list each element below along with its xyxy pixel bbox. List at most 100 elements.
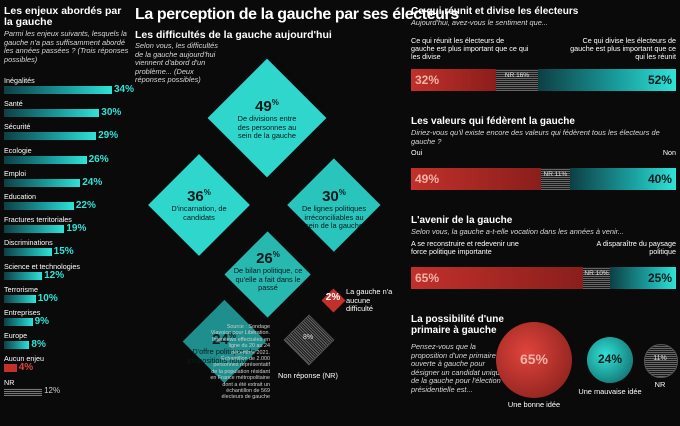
- issue-label: Entreprises: [4, 308, 41, 317]
- issue-label: Inégalités: [4, 76, 35, 85]
- primary-category-label: Une bonne idée: [507, 400, 561, 409]
- issue-bar-track: 29%: [4, 130, 132, 142]
- stack-value-label: NR 10%: [584, 270, 609, 277]
- stack-value-label: 32%: [415, 73, 440, 87]
- issue-row: Science et technologies 12%: [4, 261, 132, 281]
- issue-bar: [4, 294, 36, 303]
- issue-row: Inégalités 34%: [4, 76, 135, 95]
- stack-value-label: NR 11%: [543, 171, 568, 178]
- difficulty-value: 8%: [302, 334, 314, 341]
- issue-value-label: 22%: [75, 200, 96, 211]
- stack-value-label: 49%: [415, 172, 440, 186]
- difficulty-value: 24%: [212, 331, 236, 348]
- stack-segment: 52%: [538, 69, 676, 91]
- source-note: Source : Sondage Viavoice pour Libératio…: [210, 324, 270, 401]
- issue-bar: [4, 132, 97, 141]
- difficulty-label: De bilan politique, ce qu'elle a fait da…: [233, 266, 303, 293]
- stack-segment: 49%: [411, 168, 541, 190]
- issue-value-label: 30%: [101, 107, 122, 119]
- issue-bar: [4, 248, 52, 257]
- stack-segment: 32%: [411, 69, 496, 91]
- percent-sign: %: [272, 250, 280, 259]
- unity-left-option: Ce qui réunit les électeurs de gauche es…: [411, 36, 529, 62]
- future-question: Selon vous, la gauche a-t-elle vocation …: [411, 227, 624, 236]
- stack-value-label: 25%: [647, 271, 672, 285]
- difficulty-text: 26% De bilan politique, ce qu'elle a fait…: [232, 250, 304, 293]
- issue-value-label: 9%: [34, 316, 50, 327]
- issue-bar: [4, 225, 65, 234]
- issue-value-label: 34%: [114, 84, 135, 95]
- stack-segment: 40%: [569, 168, 676, 190]
- future-right-option: A disparaître du paysage politique: [596, 239, 676, 257]
- unity-right-option: Ce qui divise les électeurs de gauche es…: [570, 36, 676, 62]
- unity-title: Ce qui réunit et divise les électeurs: [411, 6, 579, 17]
- issue-label: Terrorisme: [4, 284, 38, 294]
- stack-value-label: NR 16%: [504, 72, 530, 79]
- issue-label: Sécurité: [4, 122, 31, 132]
- issue-value-label: 26%: [88, 153, 109, 165]
- issue-value-label: 15%: [53, 246, 74, 258]
- page-title: La perception de la gauche par ses élect…: [135, 6, 459, 23]
- issue-bar: [4, 271, 43, 280]
- difficulty-label: La gauche n'a aucune difficulté: [346, 287, 393, 314]
- future-left-option: A se reconstruire et redevenir une force…: [411, 239, 519, 257]
- primary-title: La possibilité d'une primaire à gauche: [411, 314, 504, 336]
- difficulty-label: De divisions entre des personnes au sein…: [237, 114, 297, 141]
- issue-label: Emploi: [4, 168, 26, 178]
- issue-bar-track: 24%: [4, 177, 132, 188]
- issue-value-label: 12%: [44, 385, 61, 395]
- issue-value-label: 19%: [66, 223, 87, 235]
- difficulty-text: 24% D'offre politique, de propositions no…: [186, 331, 262, 365]
- issue-row: Sécurité 29%: [4, 122, 132, 142]
- issue-label: Science et technologies: [4, 261, 80, 271]
- issue-bar-track: 12%: [4, 270, 132, 281]
- issue-bar-track: 26%: [4, 153, 132, 165]
- issue-label: Education: [4, 192, 36, 201]
- issue-value-label: 8%: [31, 339, 46, 351]
- primary-value-label: 11%: [653, 354, 667, 362]
- issue-row: Education 22%: [4, 192, 132, 211]
- issue-bar-track: 4%: [4, 362, 132, 374]
- difficulty-value: 49%: [255, 98, 279, 115]
- issue-row: NR 12%: [4, 378, 132, 396]
- future-stacked-bar: 65% NR 10% 25%: [411, 267, 676, 289]
- percent-sign: %: [271, 98, 279, 107]
- primary-value-label: 65%: [519, 351, 549, 367]
- difficulty-text: 49% De divisions entre des personnes au s…: [237, 98, 297, 141]
- issue-bar-track: 8%: [4, 339, 132, 351]
- issue-bar: [4, 387, 43, 396]
- stack-segment: 65%: [411, 267, 584, 289]
- difficulty-text: 30% De lignes politiques irréconciliables…: [298, 188, 370, 231]
- issue-bar-track: 15%: [4, 246, 132, 258]
- difficulty-label: De lignes politiques irréconciliables au…: [301, 204, 367, 231]
- issue-bar: [4, 155, 87, 164]
- issue-value-label: 4%: [18, 362, 34, 374]
- issues-question: Parmi les enjeux suivants, lesquels la g…: [4, 29, 129, 64]
- values-left-option: Oui: [411, 148, 423, 157]
- issue-bar-track: 9%: [4, 316, 132, 327]
- primary-value-label: 24%: [597, 352, 623, 366]
- stack-value-label: 40%: [647, 172, 672, 186]
- percent-sign: %: [203, 188, 211, 197]
- issue-value-label: 10%: [37, 292, 58, 304]
- issue-bar: [4, 341, 30, 350]
- difficulty-value: 30%: [322, 188, 346, 205]
- unity-question: Aujourd'hui, avez-vous le sentiment que.…: [411, 18, 548, 27]
- difficulties-question: Selon vous, les difficultés de la gauche…: [135, 41, 218, 85]
- issue-row: Discriminations 15%: [4, 238, 132, 258]
- issue-bar: [4, 364, 17, 373]
- stack-value-label: 52%: [647, 73, 672, 87]
- values-right-option: Non: [662, 148, 676, 157]
- difficulty-text: 36% D'incarnation, de candidats: [166, 188, 232, 222]
- issue-value-label: 29%: [98, 130, 119, 142]
- difficulty-label: Non réponse (NR): [278, 371, 338, 380]
- stack-segment: NR 11%: [540, 168, 570, 190]
- issue-bar-track: 34%: [4, 84, 135, 95]
- issue-bar-track: 12%: [4, 385, 132, 396]
- primary-category-label: Une mauvaise idée: [578, 387, 642, 397]
- primary-question: Pensez-vous que la proposition d'une pri…: [411, 342, 504, 394]
- issue-row: Entreprises 9%: [4, 308, 132, 327]
- stack-segment: 25%: [609, 267, 676, 289]
- issue-label: Aucun enjeu: [4, 354, 44, 364]
- issue-row: Fractures territoriales 19%: [4, 215, 132, 235]
